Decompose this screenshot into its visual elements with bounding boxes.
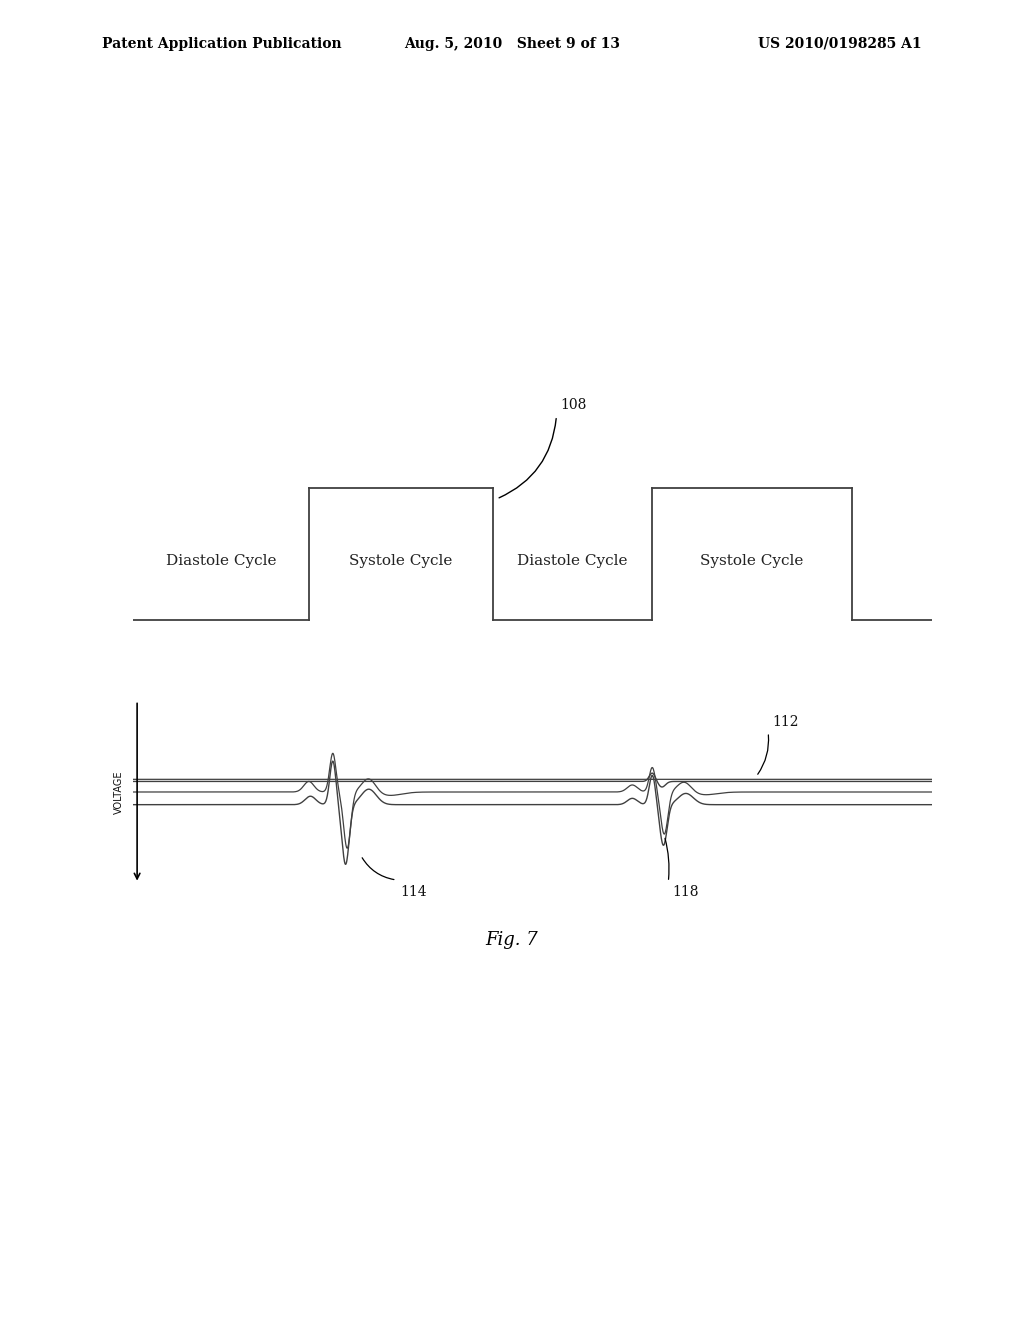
Text: US 2010/0198285 A1: US 2010/0198285 A1 [758, 37, 922, 51]
Text: Systole Cycle: Systole Cycle [349, 554, 453, 568]
Text: Fig. 7: Fig. 7 [485, 931, 539, 949]
Text: Diastole Cycle: Diastole Cycle [166, 554, 276, 568]
Text: 108: 108 [560, 397, 587, 412]
Text: 118: 118 [673, 884, 698, 899]
Text: Aug. 5, 2010   Sheet 9 of 13: Aug. 5, 2010 Sheet 9 of 13 [404, 37, 620, 51]
Text: Patent Application Publication: Patent Application Publication [102, 37, 342, 51]
Text: VOLTAGE: VOLTAGE [114, 771, 124, 813]
Text: 114: 114 [400, 884, 427, 899]
Text: Diastole Cycle: Diastole Cycle [517, 554, 628, 568]
Text: 112: 112 [772, 714, 799, 729]
Text: Systole Cycle: Systole Cycle [700, 554, 804, 568]
